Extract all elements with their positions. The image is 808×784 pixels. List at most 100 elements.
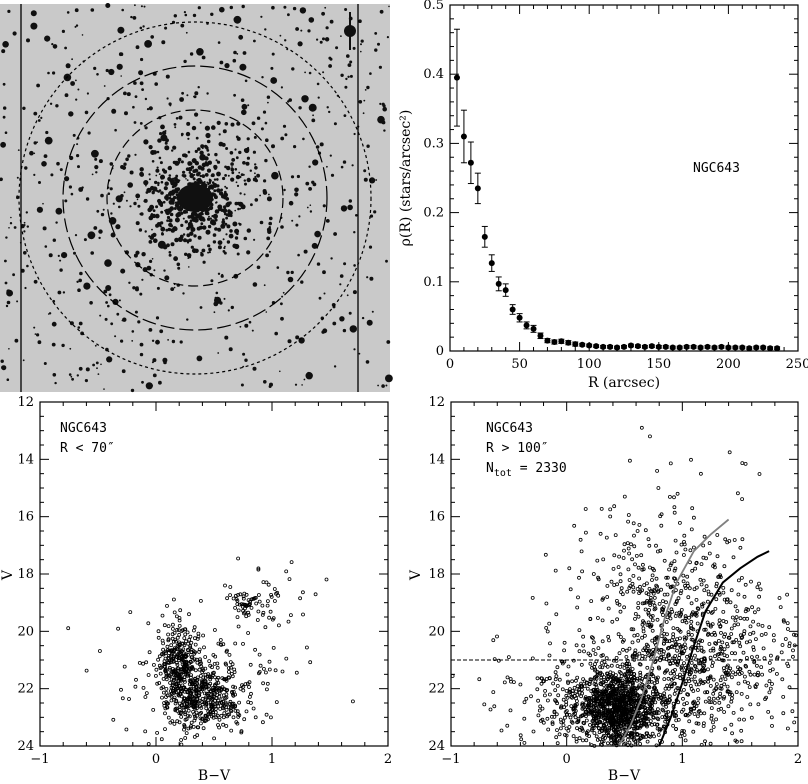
cmd-star [775, 655, 780, 660]
cluster-star [239, 192, 242, 195]
cmd-star [505, 723, 510, 728]
cmd-star [294, 670, 299, 675]
cmd-star [750, 655, 754, 659]
cmd-star [164, 673, 169, 678]
cluster-star [155, 174, 158, 177]
cmd-star [612, 583, 617, 587]
field-star [195, 136, 199, 140]
field-star [307, 29, 311, 33]
field-star [73, 251, 76, 255]
field-star [6, 300, 11, 305]
cmd-star [214, 681, 219, 686]
cluster-star [162, 244, 168, 250]
cmd-star [580, 703, 584, 707]
cmd-star [625, 693, 630, 697]
field-star [126, 92, 131, 97]
field-star [295, 335, 300, 340]
cmd-star [657, 728, 662, 733]
field-star [369, 72, 372, 75]
field-star [138, 70, 144, 76]
cluster-star [333, 232, 337, 236]
cmd-star [626, 513, 631, 517]
cmd-star [752, 672, 757, 677]
cluster-star [145, 191, 149, 194]
field-star [33, 111, 38, 116]
cmd-star [206, 695, 211, 700]
cmd-star [154, 667, 159, 672]
field-star [233, 50, 237, 55]
cmd-star [620, 678, 625, 683]
field-star [378, 65, 382, 69]
cmd-star [630, 557, 634, 562]
field-star [251, 329, 254, 332]
cmd-star [729, 699, 734, 704]
field-star [366, 144, 370, 148]
field-star [5, 304, 9, 308]
cmd-star [235, 709, 240, 714]
field-star [29, 150, 34, 156]
field-star [246, 177, 251, 183]
field-star [64, 93, 69, 98]
cmd-star [612, 690, 616, 694]
cmd-star [562, 640, 567, 645]
cmd-star [748, 702, 753, 707]
field-star [294, 383, 298, 386]
cluster-star [177, 266, 181, 270]
cmd-star [573, 709, 578, 713]
field-star [353, 348, 356, 351]
cmd-star [709, 706, 714, 710]
cmd-star [257, 652, 262, 657]
cmd-star [600, 665, 605, 670]
cmd-star [174, 654, 179, 659]
cmd-star [231, 596, 236, 601]
field-star [52, 44, 58, 49]
cmd-star [584, 730, 589, 735]
field-star [339, 316, 345, 322]
cmd-star [792, 632, 796, 637]
profile-annotation: NGC643 [693, 161, 740, 176]
cmd-star [233, 685, 238, 690]
cmd-star [167, 667, 172, 672]
cmd-star [698, 678, 703, 683]
cmd-star [690, 506, 695, 511]
cmd-star [653, 686, 657, 691]
cmd-star [621, 556, 626, 560]
cluster-star [254, 172, 256, 175]
cmd-star [622, 548, 626, 553]
cmd-star [236, 715, 241, 719]
cmd-star [702, 680, 707, 684]
cmd-star [644, 648, 649, 653]
cmd-star [658, 548, 663, 553]
cmd-star [718, 624, 723, 628]
cmd-star [728, 692, 732, 697]
field-star [104, 259, 112, 267]
cmd-star [737, 717, 742, 722]
cmd-star [220, 697, 225, 702]
cmd-star [770, 667, 775, 672]
field-star [140, 57, 144, 62]
cmd-star [265, 681, 270, 686]
cluster-star [184, 220, 188, 224]
isochrone-black [658, 550, 770, 747]
field-star [346, 294, 349, 297]
cmd-star [605, 731, 609, 735]
field-star [249, 169, 252, 172]
cluster-star [187, 150, 191, 154]
cmd-star [592, 731, 597, 735]
cluster-star [155, 168, 160, 173]
x-tick-label: 200 [716, 357, 741, 372]
field-star [340, 35, 342, 37]
cmd-star [350, 699, 355, 704]
field-star [364, 89, 367, 91]
cluster-star [168, 253, 172, 257]
cmd-star [775, 672, 779, 676]
cmd-star [198, 721, 203, 726]
field-star [77, 88, 80, 91]
cmd-star [607, 708, 611, 713]
field-star [161, 40, 166, 45]
cmd-star [164, 705, 169, 709]
field-star [109, 187, 113, 191]
cmd-star [734, 638, 739, 642]
cluster-star [225, 187, 228, 190]
cmd-star [718, 691, 723, 696]
